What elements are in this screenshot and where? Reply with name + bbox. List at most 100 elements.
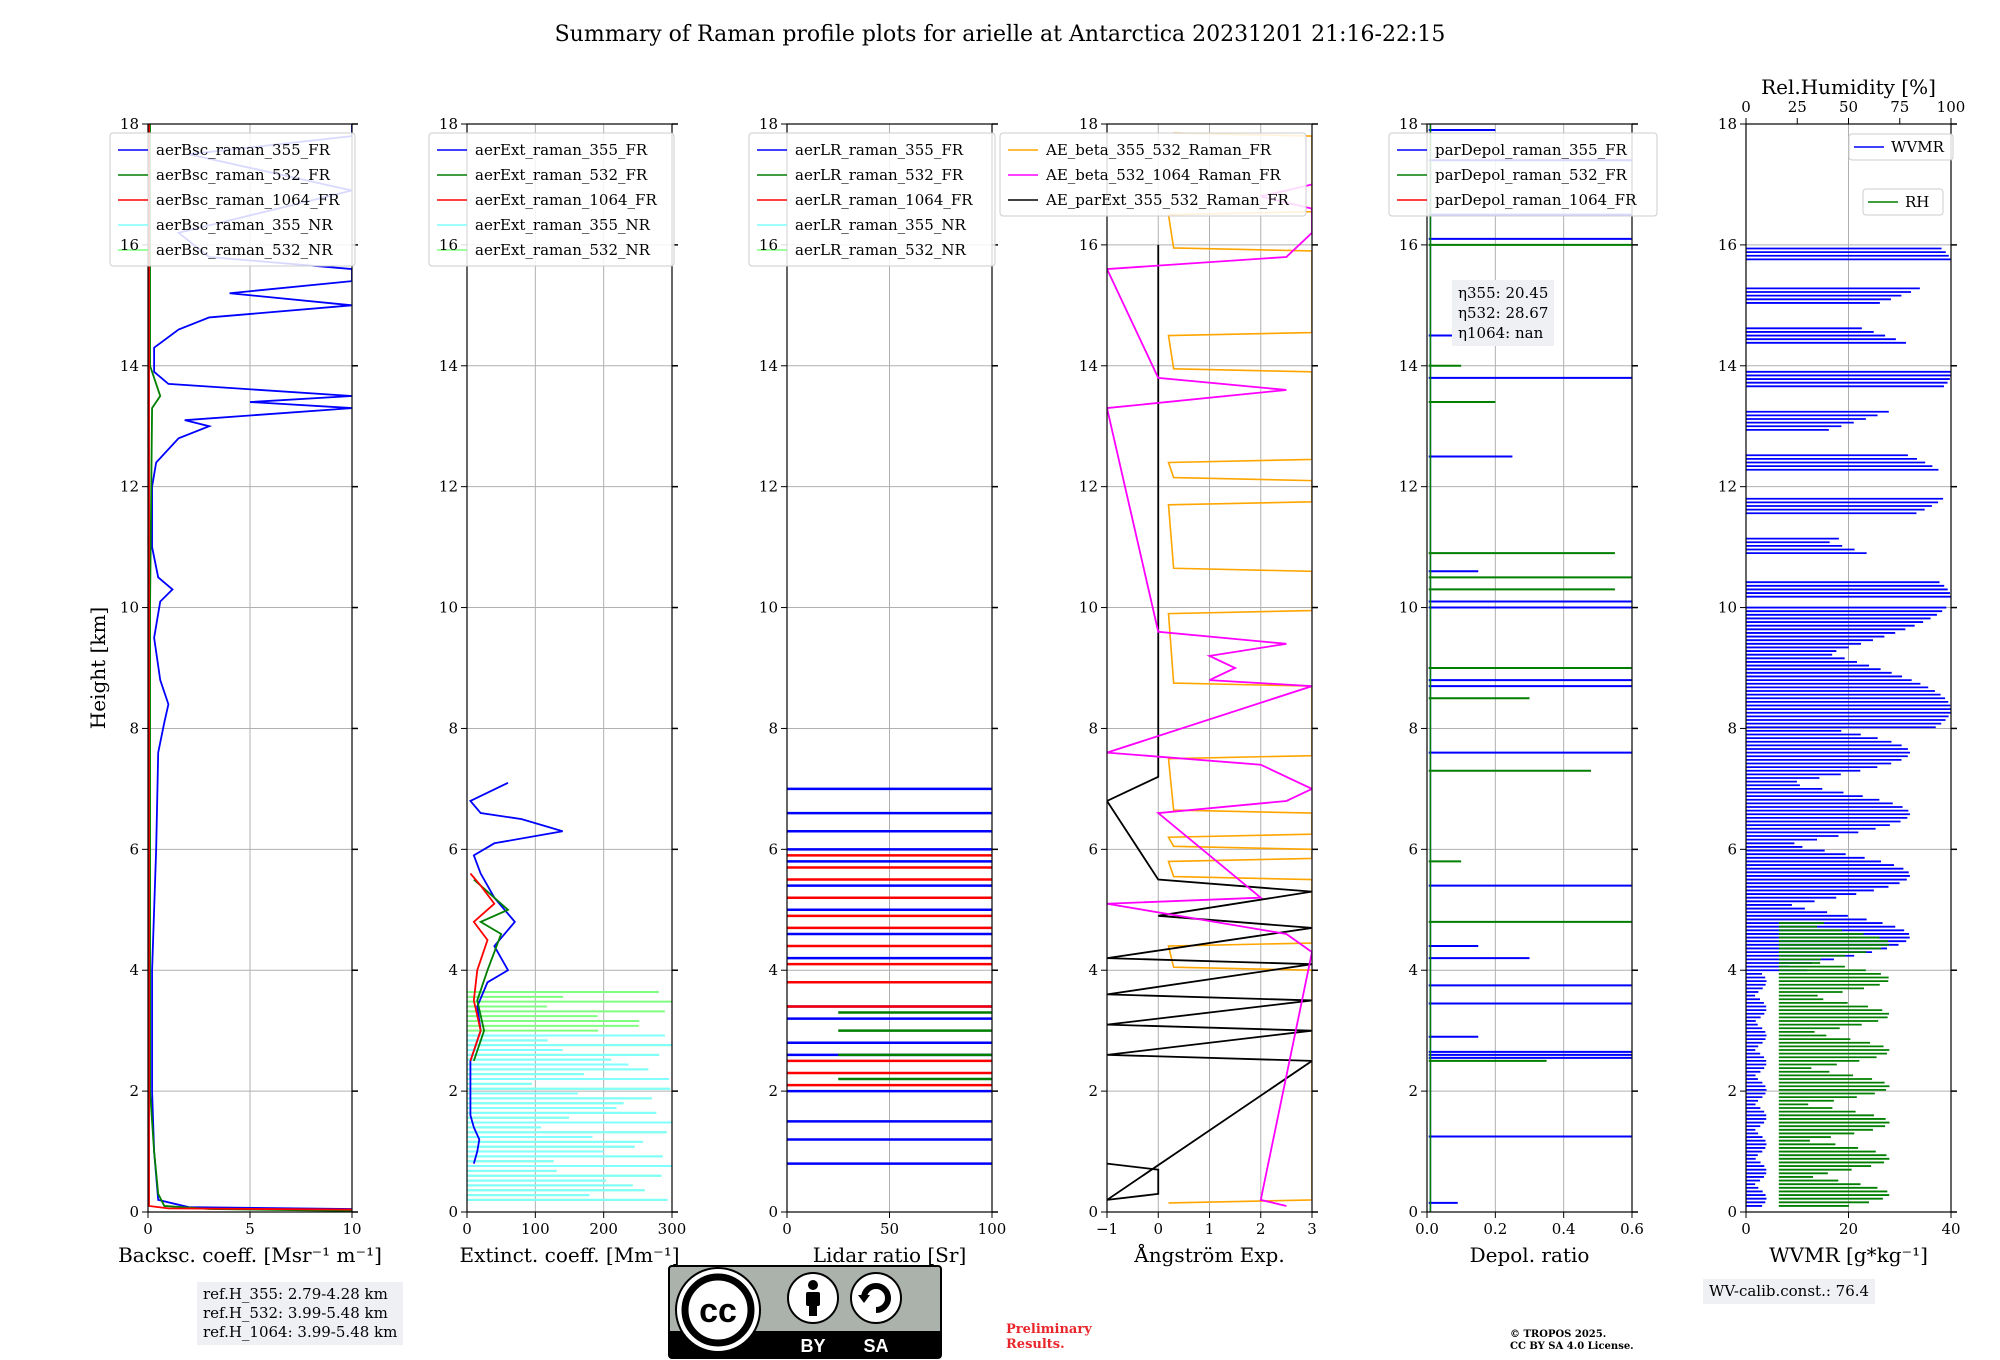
y-tick-label: 10	[1399, 599, 1418, 617]
legend-entry: AE_beta_355_532_Raman_FR	[1045, 141, 1272, 159]
series-AE_beta_532_1064_Raman_FR	[1107, 183, 1312, 1207]
by-label: BY	[800, 1336, 825, 1356]
x-tick-label: 40	[1941, 1220, 1960, 1238]
y-tick-label: 8	[129, 719, 139, 737]
x-axis-label: Extinct. coeff. [Mm⁻¹]	[459, 1243, 679, 1267]
y-tick-label: 18	[1718, 115, 1737, 133]
panel-2	[428, 123, 678, 1218]
legend-entry: aerLR_raman_532_NR	[795, 241, 966, 259]
y-tick-label: 16	[439, 236, 458, 254]
x-tick-label: 0.4	[1552, 1220, 1576, 1238]
ref-h-355: ref.H_355: 2.79-4.28 km	[203, 1285, 388, 1303]
legend-box	[999, 132, 1307, 217]
series-aerExt_raman_1064_FR	[469, 872, 496, 1062]
y-tick-label: 18	[1079, 115, 1098, 133]
legend-entry: AE_beta_532_1064_Raman_FR	[1045, 166, 1281, 184]
legend-entry: aerLR_raman_1064_FR	[795, 191, 973, 209]
lidar-constant-box: η355: 20.45 η532: 28.67 η1064: nan	[1452, 280, 1555, 346]
legend-entry: AE_parExt_355_532_Raman_FR	[1045, 191, 1290, 209]
y-tick-label: 6	[129, 840, 139, 858]
y-tick-label: 14	[1399, 357, 1418, 375]
axes-frame	[147, 123, 353, 1213]
x-tick-label: 0	[143, 1220, 153, 1238]
y-tick-label: 0	[1088, 1203, 1098, 1221]
x-tick-label: 1	[1205, 1220, 1215, 1238]
x-axis-label: Ångström Exp.	[1133, 1242, 1284, 1267]
eta-532: η532: 28.67	[1458, 304, 1549, 322]
x-axis-label: Depol. ratio	[1470, 1243, 1590, 1267]
x-tick-label: 2	[1256, 1220, 1266, 1238]
y-tick-label: 8	[1727, 719, 1737, 737]
series-AE_beta_355_532_Raman_FR	[1167, 132, 1312, 1204]
y-tick-label: 2	[768, 1082, 778, 1100]
x-tick-label: 3	[1307, 1220, 1317, 1238]
y-tick-label: 6	[1088, 840, 1098, 858]
axes-frame	[1106, 123, 1313, 1213]
preliminary-results-note: Preliminary Results.	[1006, 1322, 1092, 1352]
x-tick-label: 0	[462, 1220, 472, 1238]
legend-entry: parDepol_raman_532_FR	[1435, 166, 1628, 184]
top-x-tick-label: 25	[1788, 98, 1807, 116]
y-tick-label: 16	[1718, 236, 1737, 254]
y-tick-label: 12	[120, 478, 139, 496]
data-layer	[1107, 132, 1312, 1207]
y-tick-label: 10	[759, 599, 778, 617]
y-tick-label: 18	[1399, 115, 1418, 133]
y-tick-label: 2	[1088, 1082, 1098, 1100]
y-tick-label: 14	[1079, 357, 1098, 375]
legend-entry: aerExt_raman_532_NR	[475, 241, 651, 259]
y-tick-label: 2	[1408, 1082, 1418, 1100]
y-tick-label: 12	[759, 478, 778, 496]
y-tick-label: 12	[1718, 478, 1737, 496]
y-tick-label: 14	[439, 357, 458, 375]
y-tick-label: 4	[768, 961, 778, 979]
x-axis-label: Backsc. coeff. [Msr⁻¹ m⁻¹]	[118, 1243, 382, 1267]
top-x-tick-label: 0	[1741, 98, 1751, 116]
y-tick-label: 14	[759, 357, 778, 375]
legend-entry: aerBsc_raman_355_FR	[156, 141, 331, 159]
axes-frame	[1426, 123, 1633, 1213]
y-tick-label: 6	[768, 840, 778, 858]
y-axis-label: Height [km]	[86, 607, 110, 729]
axes-frame	[1745, 123, 1952, 1213]
legend-box	[428, 132, 675, 267]
y-tick-label: 8	[1408, 719, 1418, 737]
legend-entry: parDepol_raman_1064_FR	[1435, 191, 1637, 209]
y-tick-label: 10	[120, 599, 139, 617]
y-tick-label: 12	[1079, 478, 1098, 496]
y-tick-label: 4	[448, 961, 458, 979]
y-tick-label: 4	[129, 961, 139, 979]
y-tick-label: 18	[759, 115, 778, 133]
x-tick-label: 100	[521, 1220, 550, 1238]
legend-entry: aerExt_raman_532_FR	[475, 166, 648, 184]
legend-entry: aerExt_raman_1064_FR	[475, 191, 657, 209]
cc-by-sa-license-badge: cc BY SA	[668, 1265, 942, 1359]
data-layer	[1746, 247, 1951, 1207]
x-tick-label: 100	[978, 1220, 1007, 1238]
top-x-axis-label: Rel.Humidity [%]	[1761, 75, 1936, 99]
panel-3	[748, 123, 998, 1218]
x-tick-label: 50	[880, 1220, 899, 1238]
legend-entry: parDepol_raman_355_FR	[1435, 141, 1628, 159]
y-tick-label: 0	[1408, 1203, 1418, 1221]
data-layer	[1428, 124, 1632, 1212]
series-aerBsc_raman_1064_FR	[148, 124, 352, 1211]
data-layer	[467, 782, 672, 1201]
y-tick-label: 0	[448, 1203, 458, 1221]
y-tick-label: 4	[1727, 961, 1737, 979]
legend-entry: aerLR_raman_532_FR	[795, 166, 964, 184]
preliminary-line-1: Preliminary	[1006, 1322, 1092, 1337]
y-tick-label: 16	[1079, 236, 1098, 254]
x-tick-label: 0.0	[1415, 1220, 1439, 1238]
y-tick-label: 12	[1399, 478, 1418, 496]
series-aerBsc_raman_355_FR	[151, 124, 352, 1210]
y-tick-label: 18	[439, 115, 458, 133]
data-layer	[787, 787, 992, 1165]
y-tick-label: 12	[439, 478, 458, 496]
data-layer	[148, 124, 352, 1212]
x-tick-label: 0	[1153, 1220, 1163, 1238]
y-tick-label: 6	[1727, 840, 1737, 858]
series-aerBsc_raman_532_FR	[149, 124, 352, 1212]
x-tick-label: 0.2	[1483, 1220, 1507, 1238]
eta-355: η355: 20.45	[1458, 284, 1549, 302]
